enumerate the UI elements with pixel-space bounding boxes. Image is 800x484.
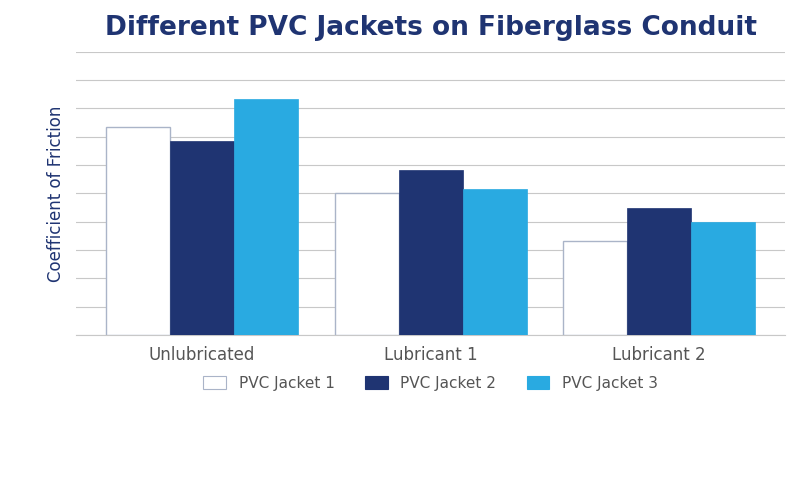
Bar xyxy=(563,241,627,335)
Bar xyxy=(627,208,691,335)
Bar xyxy=(462,189,526,335)
Bar xyxy=(170,141,234,335)
Legend: PVC Jacket 1, PVC Jacket 2, PVC Jacket 3: PVC Jacket 1, PVC Jacket 2, PVC Jacket 3 xyxy=(196,368,666,398)
Bar xyxy=(334,194,398,335)
Bar xyxy=(106,127,170,335)
Bar xyxy=(234,99,298,335)
Bar xyxy=(398,170,462,335)
Title: Different PVC Jackets on Fiberglass Conduit: Different PVC Jackets on Fiberglass Cond… xyxy=(105,15,757,41)
Bar xyxy=(691,222,755,335)
Y-axis label: Coefficient of Friction: Coefficient of Friction xyxy=(47,105,65,282)
